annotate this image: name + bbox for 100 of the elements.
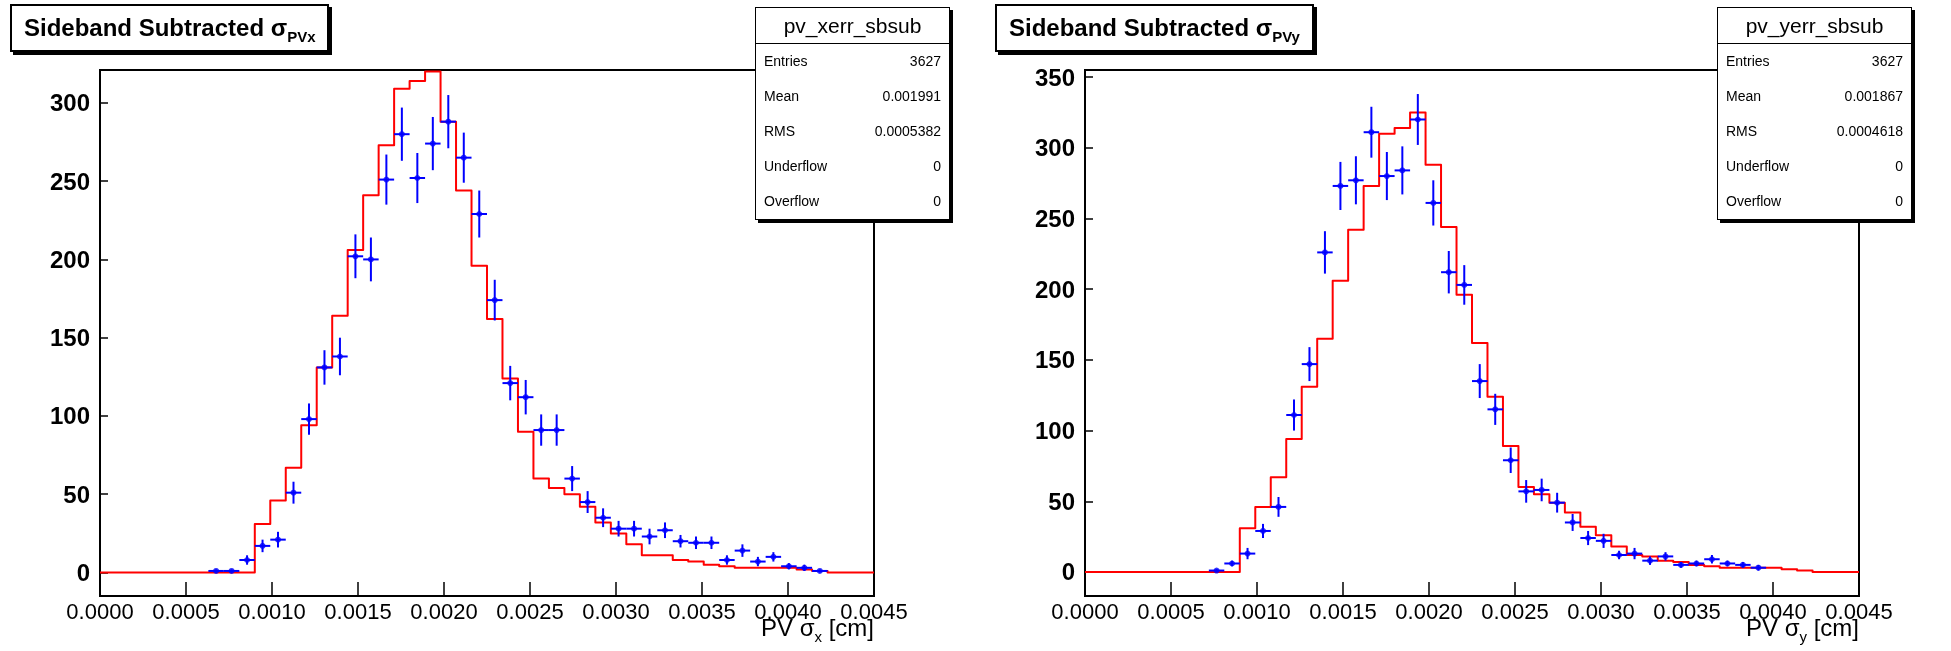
point	[692, 539, 699, 546]
x-tick-label: 0.0035	[1653, 598, 1721, 624]
point	[1476, 378, 1483, 385]
text: pv_xerr_sbsub	[756, 8, 949, 44]
y-tick-label: 250	[49, 167, 90, 195]
x-tick-label: 0.0020	[410, 598, 478, 624]
point	[275, 536, 282, 543]
point	[1275, 503, 1282, 510]
x-tick-label: 0.0015	[1309, 598, 1377, 624]
annotation: Overflow	[764, 192, 820, 211]
point	[1554, 499, 1561, 506]
point	[1492, 406, 1499, 413]
annotation: Underflow	[764, 157, 828, 176]
text: 0	[933, 192, 941, 211]
x-tick-label: 0.0015	[324, 598, 392, 624]
point	[1585, 535, 1592, 542]
point	[305, 416, 312, 423]
point	[1399, 167, 1406, 174]
text: 0.001991	[882, 87, 941, 106]
x-tick-label: 0.0000	[1051, 598, 1119, 624]
point	[398, 131, 405, 138]
point	[739, 547, 746, 554]
chart-title: Sideband Subtracted σ$_{PVy}$	[995, 4, 1314, 52]
y-tick-label: 150	[49, 324, 90, 352]
point	[367, 256, 374, 263]
point	[1321, 249, 1328, 256]
y-tick-label: 350	[1034, 63, 1075, 91]
point	[584, 499, 591, 506]
y-tick-label: 100	[1034, 417, 1075, 445]
y-tick-label: 100	[49, 402, 90, 430]
point	[615, 525, 622, 532]
y-tick-label: 50	[1048, 487, 1075, 515]
point	[1600, 537, 1607, 544]
x-tick-label: 0.0000	[66, 598, 134, 624]
text: 3627	[1871, 52, 1903, 71]
point	[1260, 527, 1267, 534]
x-tick-label: 0.0030	[582, 598, 650, 624]
point	[414, 175, 421, 182]
y-tick-label: 0	[1061, 558, 1075, 586]
point	[336, 353, 343, 360]
point	[708, 539, 715, 546]
point	[476, 211, 483, 218]
point	[429, 140, 436, 147]
point	[445, 118, 452, 125]
point	[1507, 457, 1514, 464]
point	[259, 542, 266, 549]
y-tick-label: 200	[1034, 275, 1075, 303]
point	[1383, 173, 1390, 180]
x-tick-label: 0.0010	[238, 598, 306, 624]
annotation: Mean	[1726, 87, 1762, 106]
point	[631, 525, 638, 532]
text: Entries	[764, 52, 808, 71]
point	[1631, 550, 1638, 557]
point	[538, 427, 545, 434]
point	[522, 394, 529, 401]
point	[507, 380, 514, 387]
point	[1430, 199, 1437, 206]
annotation: 0.001867	[1844, 87, 1903, 106]
point	[321, 364, 328, 371]
point	[1445, 269, 1452, 276]
point	[1306, 361, 1313, 368]
chart-title: Sideband Subtracted σ$_{PVx}$	[10, 4, 330, 52]
point	[600, 514, 607, 521]
annotation: RMS	[764, 122, 796, 141]
point	[1569, 519, 1576, 526]
text: 0	[933, 157, 941, 176]
point	[646, 533, 653, 540]
text: 0	[1895, 157, 1903, 176]
x-tick-label: 0.0005	[1137, 598, 1205, 624]
text: 3627	[909, 52, 941, 71]
x-tick-label: 0.0025	[496, 598, 564, 624]
point	[352, 253, 359, 260]
y-tick-label: 50	[63, 480, 90, 508]
point	[1290, 412, 1297, 419]
point	[491, 297, 498, 304]
annotation: 0.0004618	[1836, 122, 1903, 141]
point	[553, 427, 560, 434]
point	[1538, 486, 1545, 493]
point	[677, 538, 684, 545]
annotation: Underflow	[1726, 157, 1790, 176]
y-tick-label: 150	[1034, 346, 1075, 374]
text: pv_yerr_sbsub	[1718, 8, 1911, 44]
x-tick-label: 0.0005	[152, 598, 220, 624]
y-tick-label: 250	[1034, 204, 1075, 232]
y-tick-label: 300	[1034, 134, 1075, 162]
annotation: Overflow	[1726, 192, 1782, 211]
x-tick-label: 0.0035	[668, 598, 736, 624]
point	[383, 176, 390, 183]
y-tick-label: 0	[76, 559, 90, 587]
text: 0.0005382	[874, 122, 941, 141]
text: 0	[1895, 192, 1903, 211]
point	[569, 475, 576, 482]
point	[460, 154, 467, 161]
y-tick-label: 200	[49, 245, 90, 273]
point	[1244, 550, 1251, 557]
point	[1368, 129, 1375, 136]
point	[1461, 281, 1468, 288]
x-tick-label: 0.0030	[1567, 598, 1635, 624]
x-tick-label: 0.0025	[1481, 598, 1549, 624]
annotation: RMS	[1726, 122, 1758, 141]
